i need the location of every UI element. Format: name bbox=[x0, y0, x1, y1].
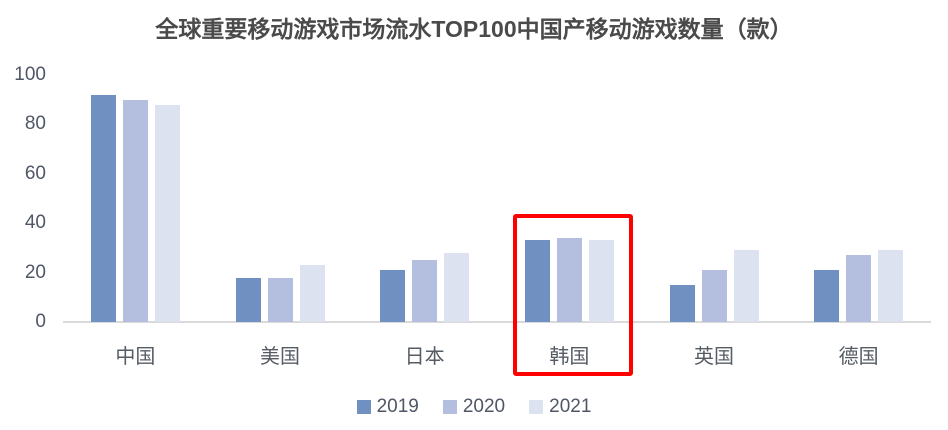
y-axis-tick-60: 60 bbox=[24, 162, 46, 184]
legend-item-2019: 2019 bbox=[356, 396, 419, 418]
bar-英国-2019 bbox=[669, 284, 695, 322]
bar-英国-2020 bbox=[701, 270, 727, 322]
bar-英国-2021 bbox=[733, 250, 759, 322]
bar-德国-2021 bbox=[878, 250, 904, 322]
legend-label-2021: 2021 bbox=[549, 396, 592, 417]
x-axis-line bbox=[63, 321, 931, 323]
y-axis-tick-100: 100 bbox=[14, 64, 46, 85]
bar-日本-2021 bbox=[444, 252, 470, 322]
category-label-美国: 美国 bbox=[260, 346, 300, 368]
y-axis-tick-80: 80 bbox=[24, 113, 46, 135]
category-label-德国: 德国 bbox=[838, 346, 879, 368]
legend-swatch-2021 bbox=[529, 400, 544, 414]
bar-日本-2019 bbox=[380, 270, 406, 322]
legend-item-2020: 2020 bbox=[442, 396, 506, 418]
bar-美国-2021 bbox=[299, 265, 325, 322]
category-label-中国: 中国 bbox=[115, 346, 156, 368]
legend: 2019 2020 2021 bbox=[0, 396, 948, 418]
highlight-box bbox=[513, 214, 634, 376]
legend-swatch-2019 bbox=[356, 400, 371, 414]
y-axis-tick-0: 0 bbox=[35, 311, 46, 332]
y-axis-tick-20: 20 bbox=[24, 261, 46, 283]
category-label-日本: 日本 bbox=[404, 346, 445, 368]
bar-德国-2020 bbox=[846, 255, 872, 322]
bar-韩国-2019 bbox=[524, 240, 550, 322]
category-label-韩国: 韩国 bbox=[549, 346, 590, 368]
y-axis-tick-40: 40 bbox=[24, 212, 46, 234]
bar-中国-2019 bbox=[90, 94, 116, 322]
bar-美国-2020 bbox=[267, 277, 293, 322]
bar-日本-2020 bbox=[412, 260, 438, 322]
bar-美国-2019 bbox=[235, 277, 261, 322]
bar-韩国-2021 bbox=[588, 240, 614, 322]
legend-swatch-2020 bbox=[442, 400, 457, 414]
bar-德国-2019 bbox=[814, 270, 840, 322]
category-label-英国: 英国 bbox=[694, 346, 734, 368]
bar-韩国-2020 bbox=[556, 238, 582, 322]
legend-label-2019: 2019 bbox=[376, 396, 419, 417]
chart-title: 全球重要移动游戏市场流水TOP100中国产移动游戏数量（款） bbox=[155, 16, 793, 42]
bar-中国-2021 bbox=[154, 104, 180, 322]
bar-中国-2020 bbox=[122, 99, 148, 322]
legend-item-2021: 2021 bbox=[529, 396, 591, 418]
legend-label-2020: 2020 bbox=[462, 396, 506, 417]
